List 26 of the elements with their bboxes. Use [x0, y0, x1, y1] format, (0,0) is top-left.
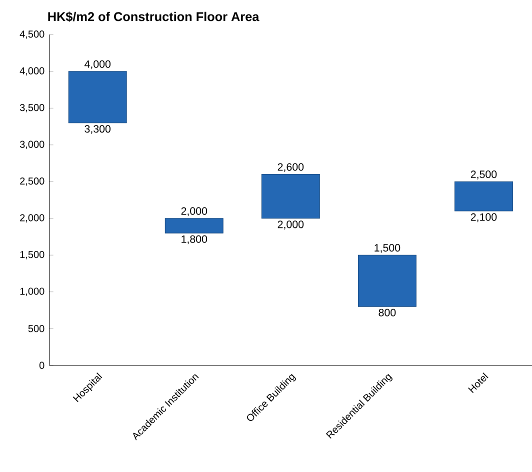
annotation: 4,000: [84, 60, 111, 70]
annotation: 2,500: [470, 170, 497, 180]
annotation: 1,500: [374, 244, 400, 253]
bar: [358, 254, 416, 307]
y-tick-label: 4,000: [20, 67, 44, 76]
y-tick-label: 2,500: [20, 178, 44, 186]
annotation: 3,300: [84, 125, 111, 134]
annotation: 2,000: [278, 220, 304, 230]
y-tick-label: 1,000: [20, 288, 44, 296]
bar: [68, 71, 127, 124]
annotation: 2,000: [181, 207, 208, 216]
annotation: 800: [378, 308, 396, 316]
y-tick-label: 1,500: [20, 250, 44, 260]
bar: [454, 181, 513, 212]
y-tick-label: 4,500: [20, 30, 44, 39]
annotation: 1,800: [182, 235, 208, 244]
chart-title: HK$/m2 of Construction Floor Area: [48, 12, 260, 22]
y-tick-label: 500: [28, 325, 44, 332]
annotation: 2,100: [470, 213, 497, 222]
y-tick-label: 3,000: [20, 140, 44, 150]
y-tick-label: 3,500: [20, 104, 44, 112]
bar: [261, 174, 320, 219]
annotation: 2,600: [278, 163, 304, 172]
y-tick-label: 0: [39, 362, 44, 369]
bar: [164, 218, 224, 234]
y-tick-label: 2,000: [20, 214, 44, 222]
